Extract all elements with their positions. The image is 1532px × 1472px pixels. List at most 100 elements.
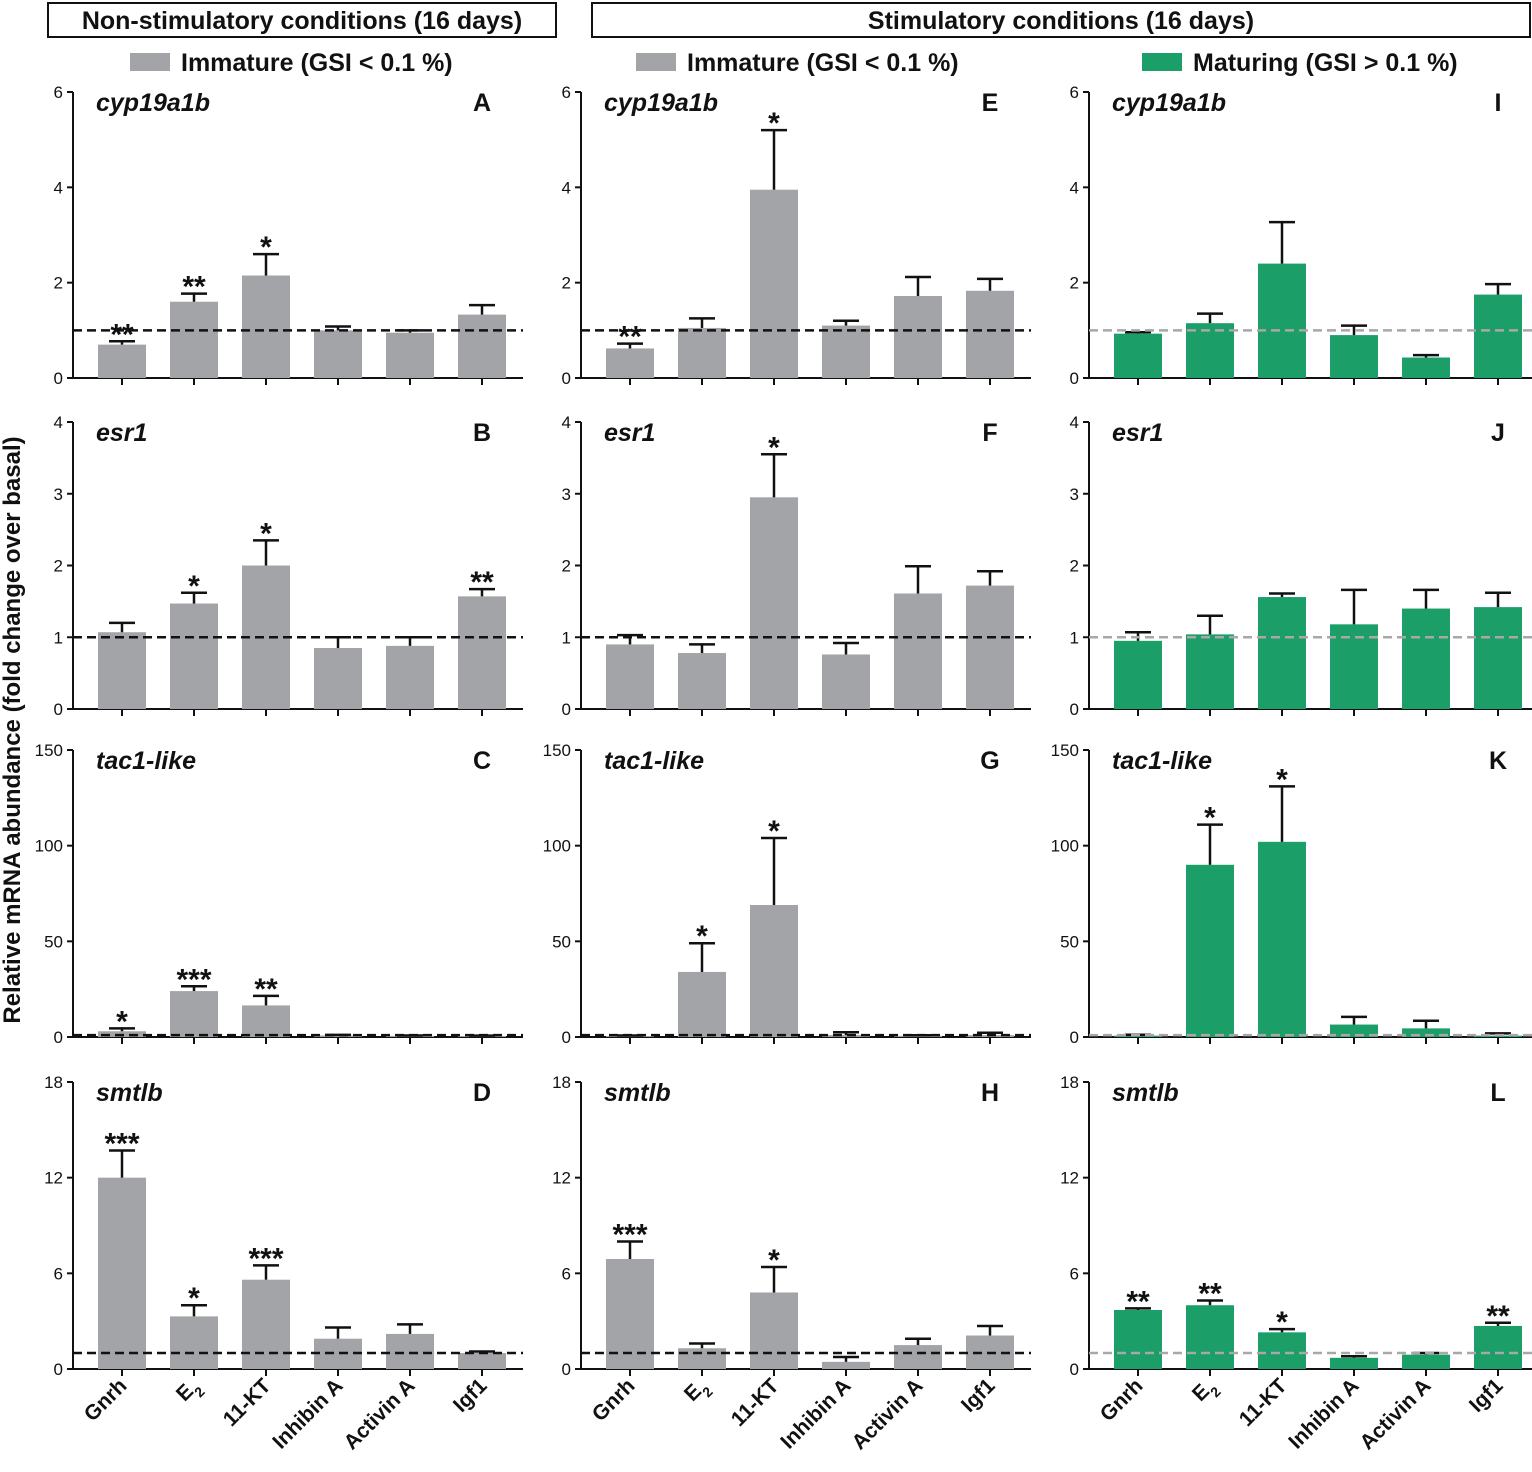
bar-igf1 xyxy=(966,585,1014,709)
x-category-label: 11-KT xyxy=(1235,1374,1292,1431)
significance-mark: *** xyxy=(612,1218,647,1251)
bar-inhibin-a xyxy=(1330,335,1378,378)
y-tick-label: 1 xyxy=(1070,628,1079,647)
y-tick-label: 0 xyxy=(54,1360,63,1379)
bar-igf1 xyxy=(966,290,1014,378)
bar-11-kt xyxy=(242,275,290,378)
y-tick-label: 4 xyxy=(1070,178,1079,197)
y-tick-label: 0 xyxy=(1070,1360,1079,1379)
y-tick-label: 2 xyxy=(54,557,63,576)
bar-activin-a xyxy=(386,1333,434,1369)
y-tick-label: 6 xyxy=(54,83,63,102)
gene-name: tac1-like xyxy=(1112,747,1212,775)
y-tick-label: 18 xyxy=(552,1073,571,1092)
bar-activin-a xyxy=(1402,357,1450,378)
bar-11-kt xyxy=(1258,597,1306,709)
y-tick-label: 6 xyxy=(1070,1264,1079,1283)
x-category-label: E2 xyxy=(680,1374,716,1410)
bar-11-kt xyxy=(750,904,798,1037)
bar-gnrh xyxy=(98,1177,146,1369)
legend-immature-mid: Immature (GSI < 0.1 %) xyxy=(636,49,959,77)
y-tick-label: 18 xyxy=(1060,1073,1079,1092)
y-tick-label: 1 xyxy=(54,628,63,647)
bar-gnrh xyxy=(1114,640,1162,709)
significance-mark: * xyxy=(1276,1306,1288,1339)
bar-11-kt xyxy=(1258,1332,1306,1369)
bar-gnrh xyxy=(1114,1310,1162,1369)
panel-k: 0 50 100 150 tac1-like K * * xyxy=(1051,741,1532,1047)
bar-gnrh xyxy=(606,1258,654,1369)
x-category-label: 11-KT xyxy=(219,1374,276,1431)
bar-activin-a xyxy=(386,332,434,378)
y-tick-label: 1 xyxy=(562,628,571,647)
gene-name: tac1-like xyxy=(604,747,704,775)
panel-letter: J xyxy=(1491,419,1505,447)
bar-inhibin-a xyxy=(1330,1357,1378,1369)
y-tick-label: 150 xyxy=(543,741,571,760)
x-category-label: Activin A xyxy=(339,1374,419,1454)
gene-name: cyp19a1b xyxy=(1112,89,1226,117)
gene-name: cyp19a1b xyxy=(604,89,718,117)
bar-activin-a xyxy=(1402,1028,1450,1037)
bar-e2 xyxy=(678,971,726,1037)
y-tick-label: 0 xyxy=(1070,700,1079,719)
significance-mark: ** xyxy=(1198,1277,1222,1310)
significance-mark: * xyxy=(260,231,272,264)
significance-mark: * xyxy=(1204,802,1216,835)
legend-swatch-immature-mid xyxy=(636,53,676,71)
bar-e2 xyxy=(678,327,726,378)
header-right: Stimulatory conditions (16 days) xyxy=(868,7,1254,35)
x-category-label: Inhibin A xyxy=(1284,1374,1363,1453)
legend-immature-left: Immature (GSI < 0.1 %) xyxy=(130,49,453,77)
panel-letter: K xyxy=(1489,747,1507,775)
bar-11-kt xyxy=(1258,263,1306,378)
panel-f: 0 1 2 3 4 esr1 F * xyxy=(562,413,1031,719)
panel-g: 0 50 100 150 tac1-like G * * xyxy=(543,741,1031,1047)
panel-i: 0 2 4 6 cyp19a1b I xyxy=(1070,83,1532,388)
bar-11-kt xyxy=(242,1279,290,1369)
y-tick-label: 0 xyxy=(1070,1028,1079,1047)
significance-mark: * xyxy=(768,815,780,848)
panel-letter: I xyxy=(1495,89,1502,117)
bar-activin-a xyxy=(386,645,434,709)
bar-igf1 xyxy=(1474,607,1522,709)
panel-letter: F xyxy=(982,419,997,447)
bar-e2 xyxy=(170,991,218,1037)
y-tick-label: 100 xyxy=(1051,837,1079,856)
panel-j: 0 1 2 3 4 esr1 J xyxy=(1070,413,1532,719)
y-tick-label: 50 xyxy=(44,932,63,951)
header-right-box xyxy=(591,2,1531,38)
y-axis-label: Relative mRNA abundance (fold change ove… xyxy=(0,436,26,1023)
bar-11-kt xyxy=(242,1005,290,1037)
x-category-label: E2 xyxy=(1188,1374,1224,1410)
y-tick-label: 0 xyxy=(1070,369,1079,388)
bar-gnrh xyxy=(606,348,654,378)
x-category-label: Gnrh xyxy=(1096,1374,1148,1426)
bar-igf1 xyxy=(458,314,506,378)
y-tick-label: 12 xyxy=(552,1169,571,1188)
significance-mark: * xyxy=(696,920,708,953)
x-category-label: 11-KT xyxy=(727,1374,784,1431)
legend-label-immature-mid: Immature (GSI < 0.1 %) xyxy=(687,49,959,77)
panel-letter: H xyxy=(981,1079,999,1107)
panel-letter: A xyxy=(473,89,491,117)
bar-gnrh xyxy=(606,644,654,709)
x-category-label: Igf1 xyxy=(957,1374,1000,1417)
y-tick-label: 0 xyxy=(562,1028,571,1047)
gene-name: smtlb xyxy=(1112,1079,1179,1107)
significance-mark: *** xyxy=(248,1242,283,1275)
bar-gnrh xyxy=(98,344,146,378)
x-category-label: Igf1 xyxy=(449,1374,492,1417)
bar-e2 xyxy=(678,1348,726,1369)
significance-mark: * xyxy=(188,1282,200,1315)
gene-name: esr1 xyxy=(96,419,147,447)
bar-e2 xyxy=(1186,323,1234,378)
legend-label-immature-left: Immature (GSI < 0.1 %) xyxy=(181,49,453,77)
y-tick-label: 2 xyxy=(54,274,63,293)
y-tick-label: 100 xyxy=(35,837,63,856)
bar-gnrh xyxy=(98,632,146,709)
